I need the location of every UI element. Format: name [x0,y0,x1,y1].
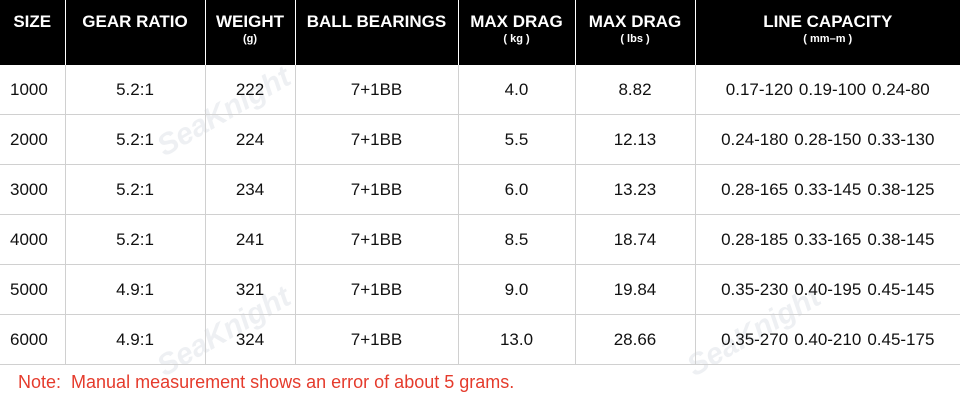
header-label: SIZE [13,12,52,31]
cell-size: 5000 [0,264,66,315]
header-max-drag-kg: MAX DRAG ( kg ) [458,0,576,65]
cell-drag-lbs: 13.23 [575,164,696,215]
cell-gear-ratio: 4.9:1 [65,314,206,365]
capacity-value: 0.19-100 [798,79,867,99]
cell-bearings: 7+1BB [295,164,459,215]
cell-gear-ratio: 5.2:1 [65,164,206,215]
cell-size: 1000 [0,65,66,115]
capacity-value: 0.35-270 [721,329,789,349]
note-text: Manual measurement shows an error of abo… [71,372,515,392]
capacity-value: 0.45-175 [867,329,935,349]
capacity-value: 0.33-130 [867,129,935,149]
cell-gear-ratio: 5.2:1 [65,114,206,165]
table-row: 1000 5.2:1 222 7+1BB 4.0 8.82 0.17-120 0.… [0,65,960,115]
cell-drag-kg: 13.0 [458,314,576,365]
capacity-value: 0.40-210 [794,329,862,349]
cell-bearings: 7+1BB [295,65,459,115]
header-row: SIZE GEAR RATIO WEIGHT (g) BALL BEARINGS … [0,0,960,65]
capacity-value: 0.38-145 [867,229,935,249]
header-unit: ( kg ) [503,33,530,45]
cell-line-capacity: 0.35-270 0.40-210 0.45-175 [695,314,960,365]
cell-weight: 324 [205,314,296,365]
spec-table-body: 1000 5.2:1 222 7+1BB 4.0 8.82 0.17-120 0.… [0,65,960,365]
header-weight: WEIGHT (g) [205,0,296,65]
header-max-drag-lbs: MAX DRAG ( lbs ) [575,0,696,65]
measurement-note: Note: Manual measurement shows an error o… [18,370,514,394]
header-line-capacity: LINE CAPACITY ( mm–m ) [695,0,960,65]
cell-gear-ratio: 4.9:1 [65,264,206,315]
cell-weight: 241 [205,214,296,265]
cell-line-capacity: 0.17-120 0.19-100 0.24-80 [695,65,960,115]
cell-bearings: 7+1BB [295,264,459,315]
cell-size: 3000 [0,164,66,215]
spec-table: SIZE GEAR RATIO WEIGHT (g) BALL BEARINGS … [0,0,960,365]
table-row: 5000 4.9:1 321 7+1BB 9.0 19.84 0.35-230 0… [0,264,960,315]
cell-line-capacity: 0.35-230 0.40-195 0.45-145 [695,264,960,315]
cell-size: 2000 [0,114,66,165]
capacity-value: 0.28-185 [721,229,789,249]
table-row: 3000 5.2:1 234 7+1BB 6.0 13.23 0.28-165 0… [0,164,960,215]
header-unit: ( mm–m ) [803,33,853,45]
capacity-value: 0.33-145 [794,179,862,199]
header-label: GEAR RATIO [82,12,188,31]
cell-drag-kg: 4.0 [458,65,576,115]
capacity-value: 0.35-230 [721,279,789,299]
cell-drag-lbs: 8.82 [575,65,696,115]
cell-drag-lbs: 18.74 [575,214,696,265]
cell-weight: 222 [205,65,296,115]
capacity-value: 0.24-180 [721,129,789,149]
cell-drag-lbs: 28.66 [575,314,696,365]
cell-weight: 321 [205,264,296,315]
cell-line-capacity: 0.28-165 0.33-145 0.38-125 [695,164,960,215]
cell-line-capacity: 0.28-185 0.33-165 0.38-145 [695,214,960,265]
cell-bearings: 7+1BB [295,114,459,165]
header-label: MAX DRAG [470,12,563,31]
cell-drag-kg: 8.5 [458,214,576,265]
cell-drag-lbs: 19.84 [575,264,696,315]
header-label: WEIGHT [216,12,284,31]
capacity-value: 0.45-145 [867,279,935,299]
cell-drag-kg: 5.5 [458,114,576,165]
table-row: 6000 4.9:1 324 7+1BB 13.0 28.66 0.35-270… [0,314,960,365]
cell-weight: 224 [205,114,296,165]
header-unit: ( lbs ) [620,33,650,45]
cell-bearings: 7+1BB [295,314,459,365]
cell-size: 6000 [0,314,66,365]
capacity-value: 0.24-80 [872,79,930,99]
cell-line-capacity: 0.24-180 0.28-150 0.33-130 [695,114,960,165]
capacity-value: 0.28-165 [721,179,789,199]
capacity-value: 0.17-120 [725,79,793,99]
capacity-value: 0.33-165 [794,229,862,249]
header-size: SIZE [0,0,66,65]
capacity-value: 0.40-195 [794,279,862,299]
header-unit: (g) [242,33,258,45]
capacity-value: 0.38-125 [867,179,935,199]
cell-bearings: 7+1BB [295,214,459,265]
cell-drag-lbs: 12.13 [575,114,696,165]
cell-drag-kg: 9.0 [458,264,576,315]
header-ball-bearings: BALL BEARINGS [295,0,459,65]
capacity-value: 0.28-150 [794,129,862,149]
header-label: LINE CAPACITY [763,12,893,31]
table-row: 4000 5.2:1 241 7+1BB 8.5 18.74 0.28-185 0… [0,214,960,265]
note-label: Note: [18,372,62,392]
table-row: 2000 5.2:1 224 7+1BB 5.5 12.13 0.24-180 0… [0,114,960,165]
cell-drag-kg: 6.0 [458,164,576,215]
cell-size: 4000 [0,214,66,265]
cell-gear-ratio: 5.2:1 [65,65,206,115]
header-label: MAX DRAG [588,12,682,31]
header-label: BALL BEARINGS [306,12,447,31]
header-gear-ratio: GEAR RATIO [65,0,206,65]
cell-weight: 234 [205,164,296,215]
cell-gear-ratio: 5.2:1 [65,214,206,265]
